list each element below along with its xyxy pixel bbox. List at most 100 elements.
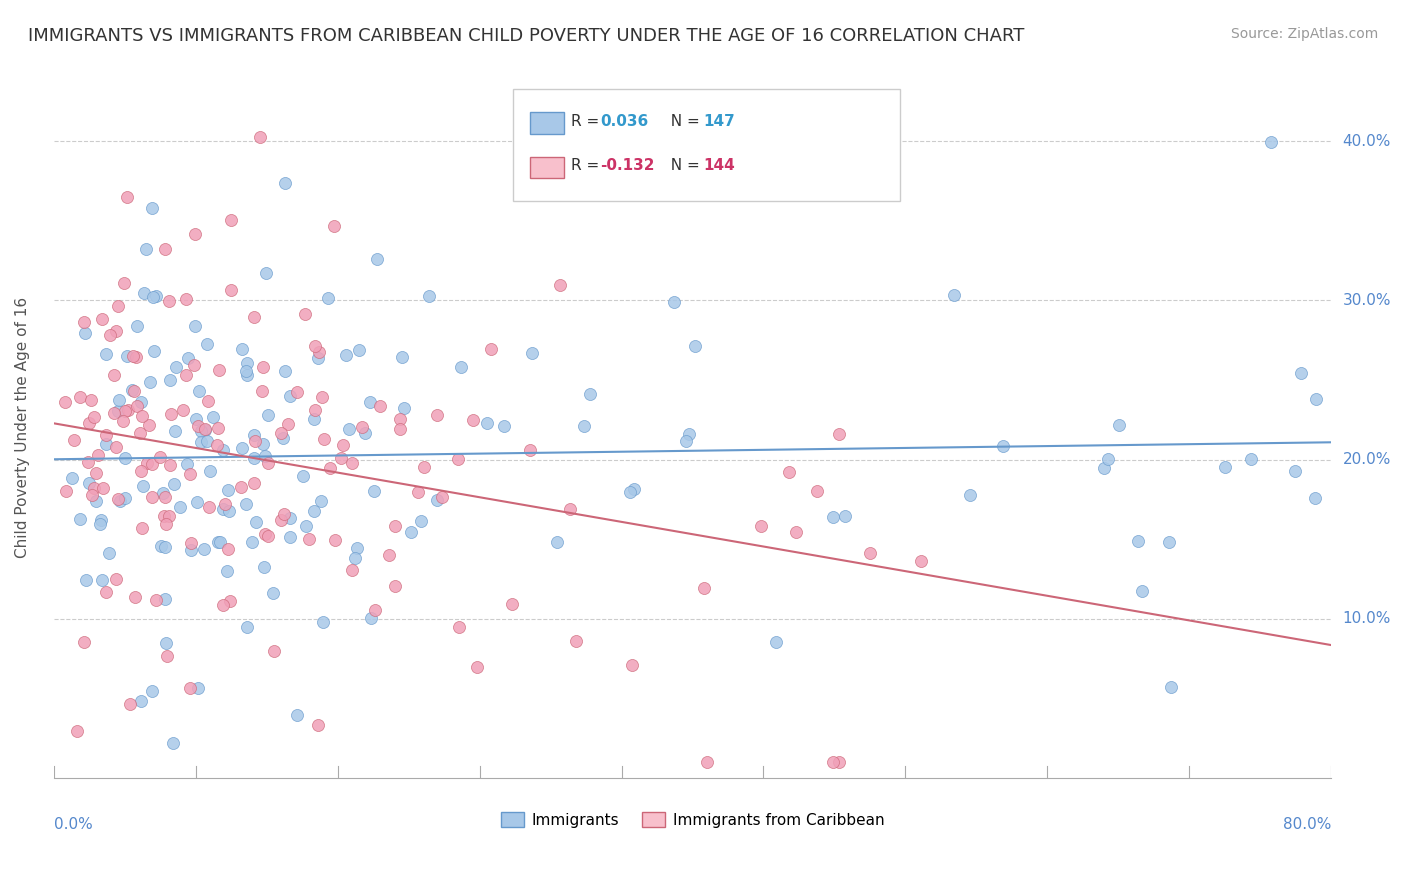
Point	[257, 529, 280, 543]
Point	[578, 386, 600, 401]
Point	[388, 411, 411, 425]
Text: N =: N =	[661, 159, 704, 173]
Point	[183, 358, 205, 372]
Point	[156, 648, 179, 663]
Point	[91, 481, 114, 495]
Point	[347, 343, 370, 357]
Point	[1094, 460, 1116, 475]
Point	[153, 242, 176, 256]
Point	[207, 421, 229, 435]
Point	[236, 368, 259, 382]
Point	[828, 427, 851, 442]
Point	[859, 546, 882, 560]
Text: -0.132: -0.132	[600, 159, 655, 173]
Point	[406, 484, 429, 499]
Point	[127, 318, 149, 333]
Point	[208, 535, 231, 549]
Point	[149, 539, 172, 553]
Point	[114, 451, 136, 466]
Point	[131, 409, 153, 424]
Point	[307, 718, 329, 732]
Point	[242, 535, 264, 549]
Point	[193, 542, 215, 557]
Point	[94, 585, 117, 599]
Point	[316, 291, 339, 305]
Point	[211, 598, 233, 612]
Point	[623, 483, 645, 497]
Point	[176, 351, 198, 366]
Point	[73, 635, 96, 649]
Point	[219, 213, 242, 227]
Point	[245, 515, 267, 529]
Point	[309, 494, 332, 508]
Point	[249, 130, 271, 145]
Point	[274, 176, 297, 190]
Point	[254, 266, 277, 280]
Point	[142, 290, 165, 304]
Point	[80, 393, 103, 408]
Point	[287, 385, 309, 400]
Point	[118, 698, 141, 712]
Point	[243, 428, 266, 442]
Point	[145, 289, 167, 303]
Point	[494, 419, 516, 434]
Point	[86, 466, 108, 480]
Point	[278, 530, 301, 544]
Point	[314, 432, 336, 446]
Point	[218, 504, 240, 518]
Point	[122, 350, 145, 364]
Point	[90, 513, 112, 527]
Point	[212, 442, 235, 457]
Point	[163, 424, 186, 438]
Point	[254, 449, 277, 463]
Point	[340, 563, 363, 577]
Point	[391, 350, 413, 364]
Point	[991, 439, 1014, 453]
Point	[198, 500, 221, 514]
Point	[1305, 392, 1327, 407]
Point	[87, 448, 110, 462]
Point	[136, 456, 159, 470]
Point	[323, 219, 346, 233]
Point	[254, 527, 277, 541]
Point	[271, 431, 294, 445]
Point	[242, 476, 264, 491]
Point	[344, 551, 367, 566]
Point	[121, 383, 143, 397]
Point	[243, 434, 266, 448]
Point	[360, 611, 382, 625]
Point	[565, 634, 588, 648]
Point	[366, 252, 388, 266]
Point	[207, 535, 229, 549]
Point	[1260, 135, 1282, 149]
Point	[501, 597, 523, 611]
Point	[418, 289, 440, 303]
Point	[180, 542, 202, 557]
Point	[548, 277, 571, 292]
Point	[270, 425, 292, 440]
Point	[138, 417, 160, 432]
Point	[942, 288, 965, 302]
Point	[307, 351, 329, 365]
Point	[145, 593, 167, 607]
Point	[153, 540, 176, 554]
Point	[83, 409, 105, 424]
Point	[363, 483, 385, 498]
Point	[73, 326, 96, 340]
Point	[318, 461, 340, 475]
Point	[96, 347, 118, 361]
Point	[1213, 460, 1236, 475]
Point	[187, 681, 209, 695]
Point	[153, 591, 176, 606]
Point	[83, 481, 105, 495]
Point	[80, 488, 103, 502]
Point	[263, 643, 285, 657]
Point	[195, 337, 218, 351]
Point	[432, 490, 454, 504]
Point	[115, 350, 138, 364]
Text: N =: N =	[661, 114, 704, 128]
Point	[98, 328, 121, 343]
Point	[155, 517, 177, 532]
Point	[108, 494, 131, 508]
Point	[107, 403, 129, 417]
